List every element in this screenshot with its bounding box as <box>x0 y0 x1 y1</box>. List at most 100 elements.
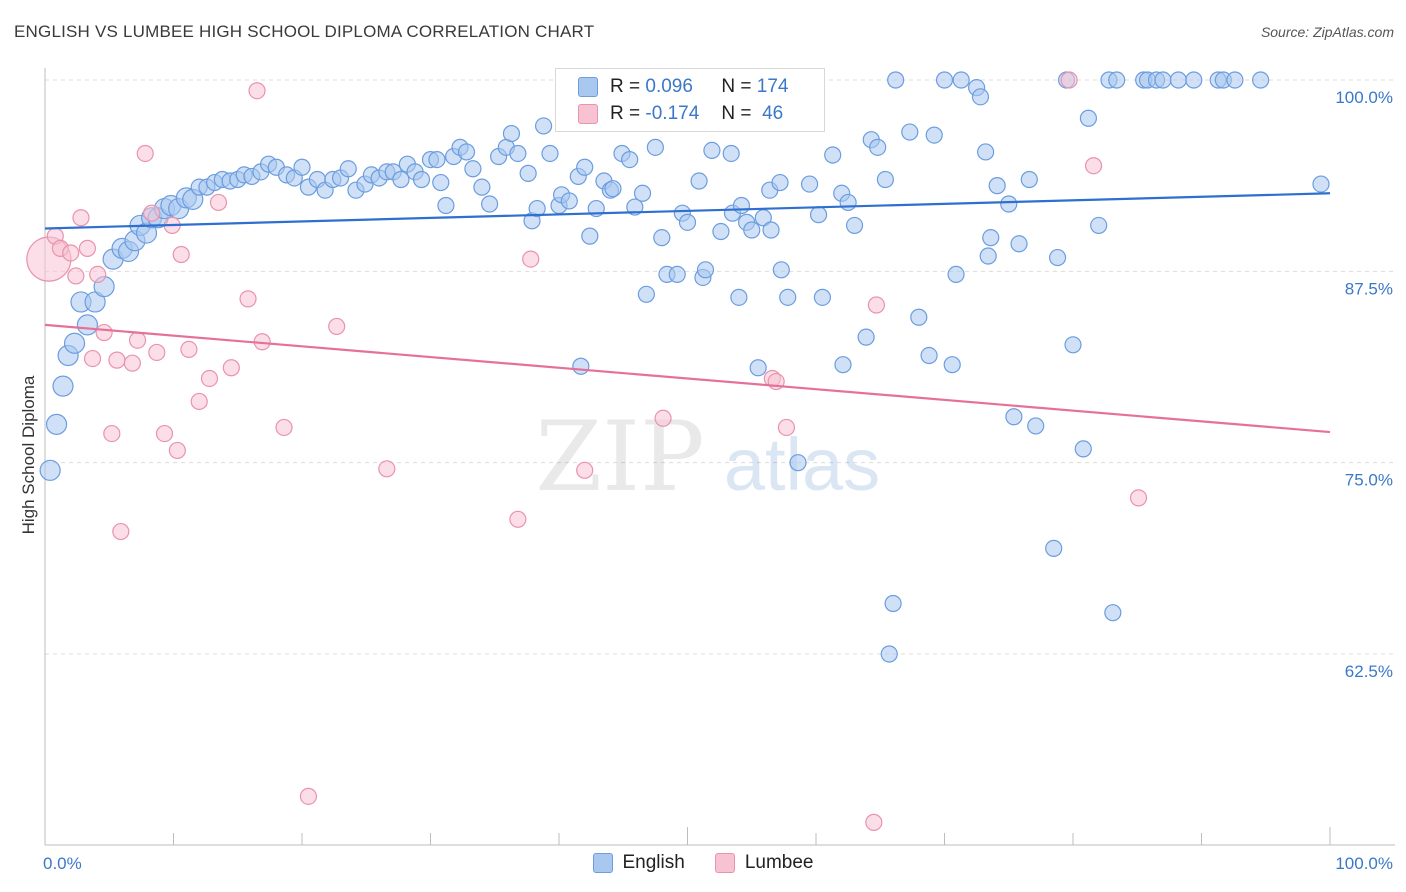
lumbee-legend-swatch <box>714 853 735 873</box>
english-point <box>884 594 902 613</box>
english-point <box>76 314 99 336</box>
english-point <box>1312 175 1330 193</box>
lumbee-point <box>89 265 107 283</box>
lumbee-point <box>576 461 594 479</box>
english-point <box>572 357 590 375</box>
english-point <box>1010 235 1028 253</box>
lumbee-point <box>190 392 208 411</box>
lumbee-point <box>172 245 190 264</box>
y-tick-label: 62.5% <box>1345 662 1393 681</box>
english-point <box>412 170 431 189</box>
english-point <box>887 71 905 89</box>
english-point <box>464 160 482 178</box>
english-point <box>743 221 761 239</box>
lumbee-point <box>509 510 527 528</box>
x-tick-label: 100.0% <box>1335 854 1393 873</box>
english-point <box>528 199 546 218</box>
english-point <box>519 164 537 182</box>
english-point <box>502 124 521 143</box>
english-point <box>1045 539 1063 557</box>
english-point <box>1000 195 1018 213</box>
english-point <box>762 221 780 239</box>
source-label: Source: ZipAtlas.com <box>1260 24 1394 40</box>
tick-labels: 100.0% 87.5% 75.0% 62.5% 0.0% 100.0% <box>43 88 1393 873</box>
english-point <box>749 359 767 377</box>
lumbee-point <box>103 424 121 443</box>
lumbee-point <box>83 349 102 368</box>
lumbee-point <box>378 460 396 478</box>
english-point <box>845 216 864 235</box>
english-point <box>1074 440 1092 458</box>
lumbee-point <box>180 340 198 358</box>
english-point <box>1005 408 1023 426</box>
english-point <box>772 261 790 279</box>
english-point <box>925 126 943 144</box>
lumbee-point <box>155 424 174 443</box>
english-point <box>971 88 990 106</box>
english-point <box>1027 417 1045 435</box>
lumbee-point <box>123 354 141 372</box>
english-point <box>809 206 828 224</box>
english-point <box>392 170 410 189</box>
lumbee-point <box>275 418 293 437</box>
lumbee-point <box>67 267 85 285</box>
english-point <box>437 196 455 215</box>
lumbee-point <box>248 82 266 100</box>
grid-lines <box>45 79 1395 655</box>
legend-item-english[interactable]: English <box>592 852 685 874</box>
english-point <box>633 184 652 202</box>
english-point <box>730 288 748 306</box>
lumbee-point <box>299 787 318 805</box>
english-point <box>457 143 476 161</box>
english-point <box>63 332 86 354</box>
english-point <box>834 356 852 374</box>
trend-lines <box>44 192 1331 434</box>
chart-title: ENGLISH VS LUMBEE HIGH SCHOOL DIPLOMA CO… <box>14 22 595 41</box>
english-points <box>39 71 1330 663</box>
watermark: ZIP atlas <box>535 401 880 513</box>
legend-item-lumbee[interactable]: Lumbee <box>714 852 814 874</box>
legend-row-lumbee: R = -0.174 N = 46 <box>578 102 783 126</box>
english-point <box>432 173 450 192</box>
lumbee-point <box>777 418 796 437</box>
y-tick-label: 100.0% <box>1335 88 1393 107</box>
english-point <box>637 285 655 303</box>
english-point <box>988 177 1006 195</box>
lumbee-point <box>209 193 228 212</box>
watermark-zip: ZIP <box>535 401 704 513</box>
lumbee-point <box>143 204 161 222</box>
english-legend-label: English <box>622 852 685 873</box>
english-point <box>943 356 961 374</box>
lumbee-point <box>72 209 90 227</box>
english-point <box>935 71 954 89</box>
lumbee-legend-label: Lumbee <box>744 852 814 873</box>
axes <box>44 68 1395 846</box>
y-tick-label: 75.0% <box>1345 471 1393 490</box>
english-point <box>1079 109 1098 127</box>
english-point <box>857 328 875 346</box>
english-point <box>813 288 832 306</box>
english-point <box>703 141 721 160</box>
english-point <box>839 193 857 212</box>
english-point <box>732 196 751 215</box>
lumbee-point <box>168 441 186 460</box>
english-point <box>824 146 842 164</box>
lumbee-point <box>136 144 154 163</box>
english-point <box>1108 71 1126 89</box>
lumbee-point <box>867 296 885 314</box>
english-point <box>534 117 553 135</box>
lumbee-point <box>78 239 97 257</box>
lumbee-point <box>108 351 126 369</box>
lumbee-point <box>654 409 672 427</box>
y-tick-label: 87.5% <box>1345 279 1393 298</box>
english-point <box>977 143 995 161</box>
english-point <box>1104 604 1122 622</box>
x-tick-label: 0.0% <box>43 854 82 873</box>
english-point <box>1154 71 1172 89</box>
english-point <box>45 413 68 435</box>
english-point <box>293 158 311 176</box>
lumbee-point <box>1060 71 1078 89</box>
lumbee-n-value: 46 <box>762 103 784 124</box>
lumbee-n-label: N = <box>721 103 752 124</box>
lumbee-point <box>200 369 219 388</box>
